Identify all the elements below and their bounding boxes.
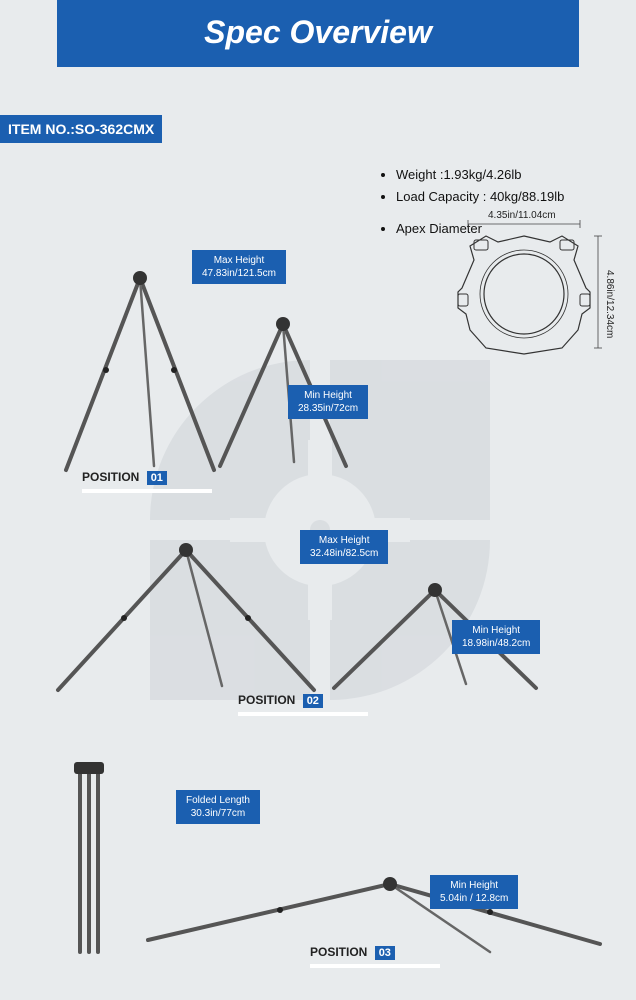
tag-value: 18.98in/48.2cm <box>462 637 530 650</box>
position-label-3: POSITION 03 <box>310 945 440 968</box>
tag-title: Min Height <box>462 624 530 637</box>
tag-p3-min: Min Height 5.04in / 12.8cm <box>430 875 518 909</box>
position-text: POSITION <box>82 470 139 484</box>
apex-icon <box>454 230 604 360</box>
item-number: ITEM NO.:SO-362CMX <box>8 121 154 137</box>
tripod-folded-icon <box>64 760 114 960</box>
tag-value: 32.48in/82.5cm <box>310 547 378 560</box>
tag-title: Max Height <box>310 534 378 547</box>
tag-value: 47.83in/121.5cm <box>202 267 276 280</box>
tag-title: Min Height <box>298 389 358 402</box>
position-num: 01 <box>147 471 167 485</box>
position-num: 03 <box>375 946 395 960</box>
apex-height-label: 4.86in/12.34cm <box>604 270 615 338</box>
position-label-1: POSITION 01 <box>82 470 212 493</box>
page-title: Spec Overview <box>204 14 432 50</box>
bullet-weight: Weight :1.93kg/4.26lb <box>396 164 564 186</box>
tag-value: 30.3in/77cm <box>186 807 250 820</box>
spec-bullets: Weight :1.93kg/4.26lb Load Capacity : 40… <box>380 164 564 240</box>
bullet-load: Load Capacity : 40kg/88.19lb <box>396 186 564 208</box>
tag-p3-folded: Folded Length 30.3in/77cm <box>176 790 260 824</box>
tag-value: 5.04in / 12.8cm <box>440 892 508 905</box>
tag-value: 28.35in/72cm <box>298 402 358 415</box>
apex-width-label: 4.35in/11.04cm <box>488 210 556 221</box>
tag-p2-max: Max Height 32.48in/82.5cm <box>300 530 388 564</box>
tag-title: Max Height <box>202 254 276 267</box>
tag-title: Min Height <box>440 879 508 892</box>
title-banner: Spec Overview <box>57 0 579 67</box>
tripod-p2-max-icon <box>46 540 326 700</box>
tag-p1-min: Min Height 28.35in/72cm <box>288 385 368 419</box>
position-num: 02 <box>303 694 323 708</box>
position-text: POSITION <box>310 945 367 959</box>
item-number-bar: ITEM NO.:SO-362CMX <box>0 115 162 143</box>
tag-p1-max: Max Height 47.83in/121.5cm <box>192 250 286 284</box>
position-text: POSITION <box>238 693 295 707</box>
position-label-2: POSITION 02 <box>238 693 368 716</box>
tag-p2-min: Min Height 18.98in/48.2cm <box>452 620 540 654</box>
tag-title: Folded Length <box>186 794 250 807</box>
